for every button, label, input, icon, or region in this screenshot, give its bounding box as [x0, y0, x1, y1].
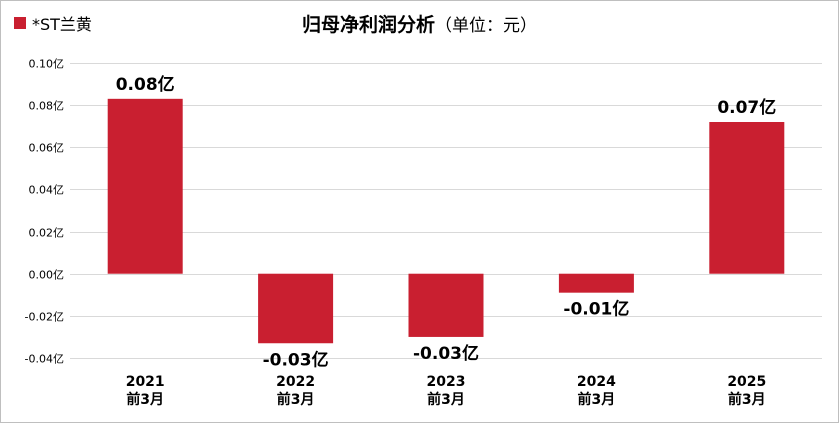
y-tick-label: 0.00亿: [29, 269, 65, 282]
data-label: -0.03亿: [413, 343, 479, 364]
chart-title-main: 归母净利润分析: [301, 14, 435, 36]
x-tick-label-year: 2021: [126, 374, 165, 390]
data-label: -0.01亿: [563, 299, 629, 320]
legend: *ST兰黄: [14, 11, 92, 35]
x-tick-label-period: 前3月: [427, 391, 465, 408]
legend-label: *ST兰黄: [32, 15, 92, 34]
x-tick-label-period: 前3月: [578, 391, 616, 408]
y-tick-label: -0.02亿: [25, 311, 64, 324]
x-tick-label-year: 2022: [276, 374, 315, 390]
y-tick-label: 0.06亿: [29, 142, 65, 155]
x-tick-label-period: 前3月: [126, 391, 164, 408]
y-tick-label: 0.08亿: [29, 100, 65, 113]
bar: [258, 273, 334, 344]
y-tick-label: 0.02亿: [29, 227, 65, 240]
chart-title-unit: （单位：元）: [435, 16, 537, 36]
data-label: -0.03亿: [263, 349, 329, 370]
chart-title: 归母净利润分析（单位：元）: [0, 10, 839, 37]
x-tick-label-period: 前3月: [728, 391, 766, 408]
x-tick-label-year: 2023: [427, 374, 466, 390]
x-tick-label-year: 2024: [577, 374, 616, 390]
bar: [408, 273, 484, 337]
y-tick-label: 0.04亿: [29, 184, 65, 197]
bar: [558, 273, 634, 293]
legend-swatch: [14, 17, 26, 29]
bar: [107, 98, 183, 274]
y-tick-label: 0.10亿: [29, 58, 65, 71]
y-tick-label: -0.04亿: [25, 353, 64, 366]
data-label: 0.07亿: [717, 97, 776, 118]
bar: [709, 122, 785, 274]
data-label: 0.08亿: [116, 74, 175, 95]
x-tick-label-year: 2025: [727, 374, 766, 390]
x-tick-label-period: 前3月: [277, 391, 315, 408]
